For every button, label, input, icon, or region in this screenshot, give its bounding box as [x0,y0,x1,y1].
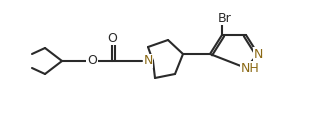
Text: N: N [143,55,153,67]
Text: N: N [253,47,263,61]
Text: O: O [107,31,117,45]
Text: NH: NH [241,61,259,75]
Text: O: O [87,55,97,67]
Text: Br: Br [218,11,232,25]
